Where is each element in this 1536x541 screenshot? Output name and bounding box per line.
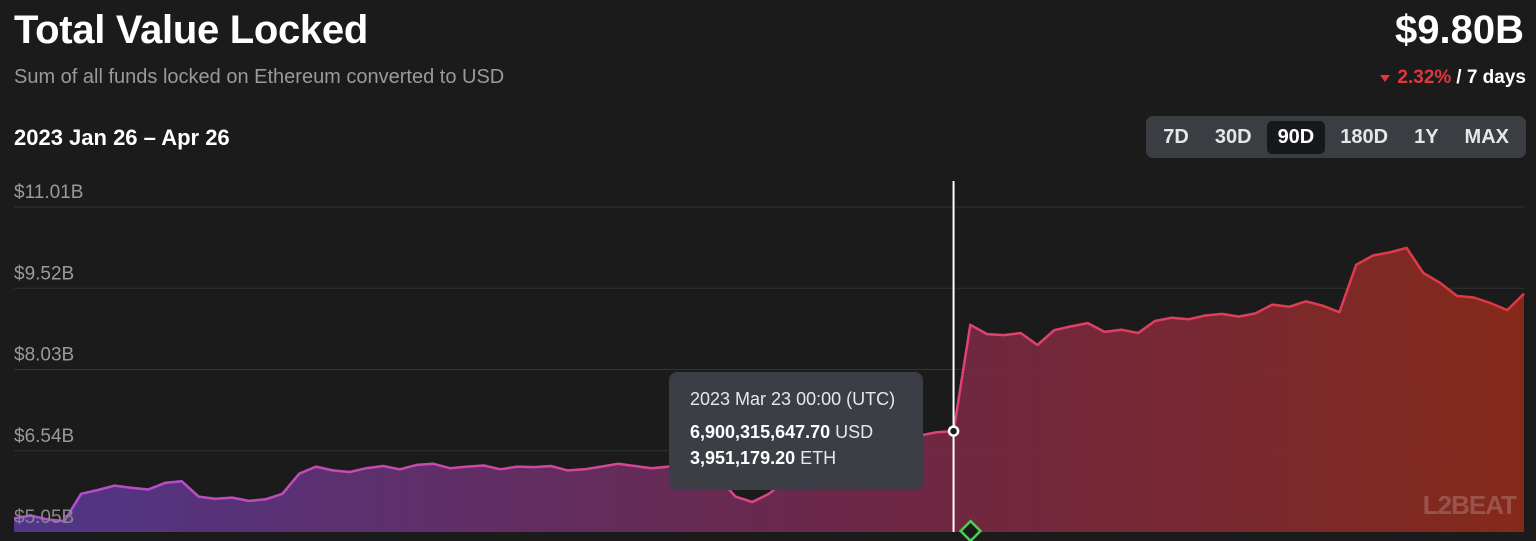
- y-tick-label: $11.01B: [14, 182, 83, 203]
- tvl-area: [14, 247, 1524, 532]
- range-tab-7d[interactable]: 7D: [1163, 125, 1189, 148]
- range-tab-90d[interactable]: 90D: [1266, 120, 1326, 154]
- tooltip-usd-value: 6,900,315,647.70: [690, 422, 831, 442]
- tooltip-date: 2023 Mar 23 00:00 (UTC): [690, 389, 896, 409]
- tooltip-eth-unit: ETH: [800, 448, 837, 468]
- range-selector: 7D 30D 90D 180D 1Y MAX: [1146, 116, 1526, 158]
- tooltip-usd-unit: USD: [835, 422, 874, 442]
- hover-marker-icon: [958, 519, 983, 541]
- y-tick-label: $5.05B: [14, 507, 74, 528]
- y-tick-label: $6.54B: [14, 426, 74, 447]
- tvl-change: 2.32% / 7 days: [1380, 67, 1526, 89]
- change-period: / 7 days: [1456, 67, 1526, 88]
- y-tick-label: $9.52B: [14, 263, 74, 284]
- tooltip-eth-value: 3,951,179.20: [690, 448, 796, 468]
- l2beat-logo: L2BEAT: [1422, 490, 1517, 520]
- page-title: Total Value Locked: [14, 8, 368, 52]
- hover-point: [947, 425, 960, 437]
- tvl-line: [13, 246, 1525, 523]
- tvl-value: $9.80B: [1395, 8, 1524, 52]
- range-tab-max[interactable]: MAX: [1464, 125, 1509, 148]
- range-tab-1y[interactable]: 1Y: [1414, 125, 1439, 148]
- arrow-down-icon: [1380, 74, 1391, 82]
- chart-tooltip: 2023 Mar 23 00:00 (UTC) 6,900,315,647.70…: [669, 372, 923, 490]
- tooltip-eth-row: 3,951,179.20 ETH: [690, 448, 902, 469]
- range-tab-180d[interactable]: 180D: [1340, 125, 1389, 148]
- y-tick-label: $8.03B: [14, 345, 74, 366]
- change-percent: 2.32%: [1397, 67, 1452, 88]
- page-subtitle: Sum of all funds locked on Ethereum conv…: [14, 66, 505, 88]
- range-tab-30d[interactable]: 30D: [1214, 125, 1252, 148]
- tooltip-usd-row: 6,900,315,647.70 USD: [690, 422, 902, 443]
- date-range-label: 2023 Jan 26 – Apr 26: [14, 125, 230, 150]
